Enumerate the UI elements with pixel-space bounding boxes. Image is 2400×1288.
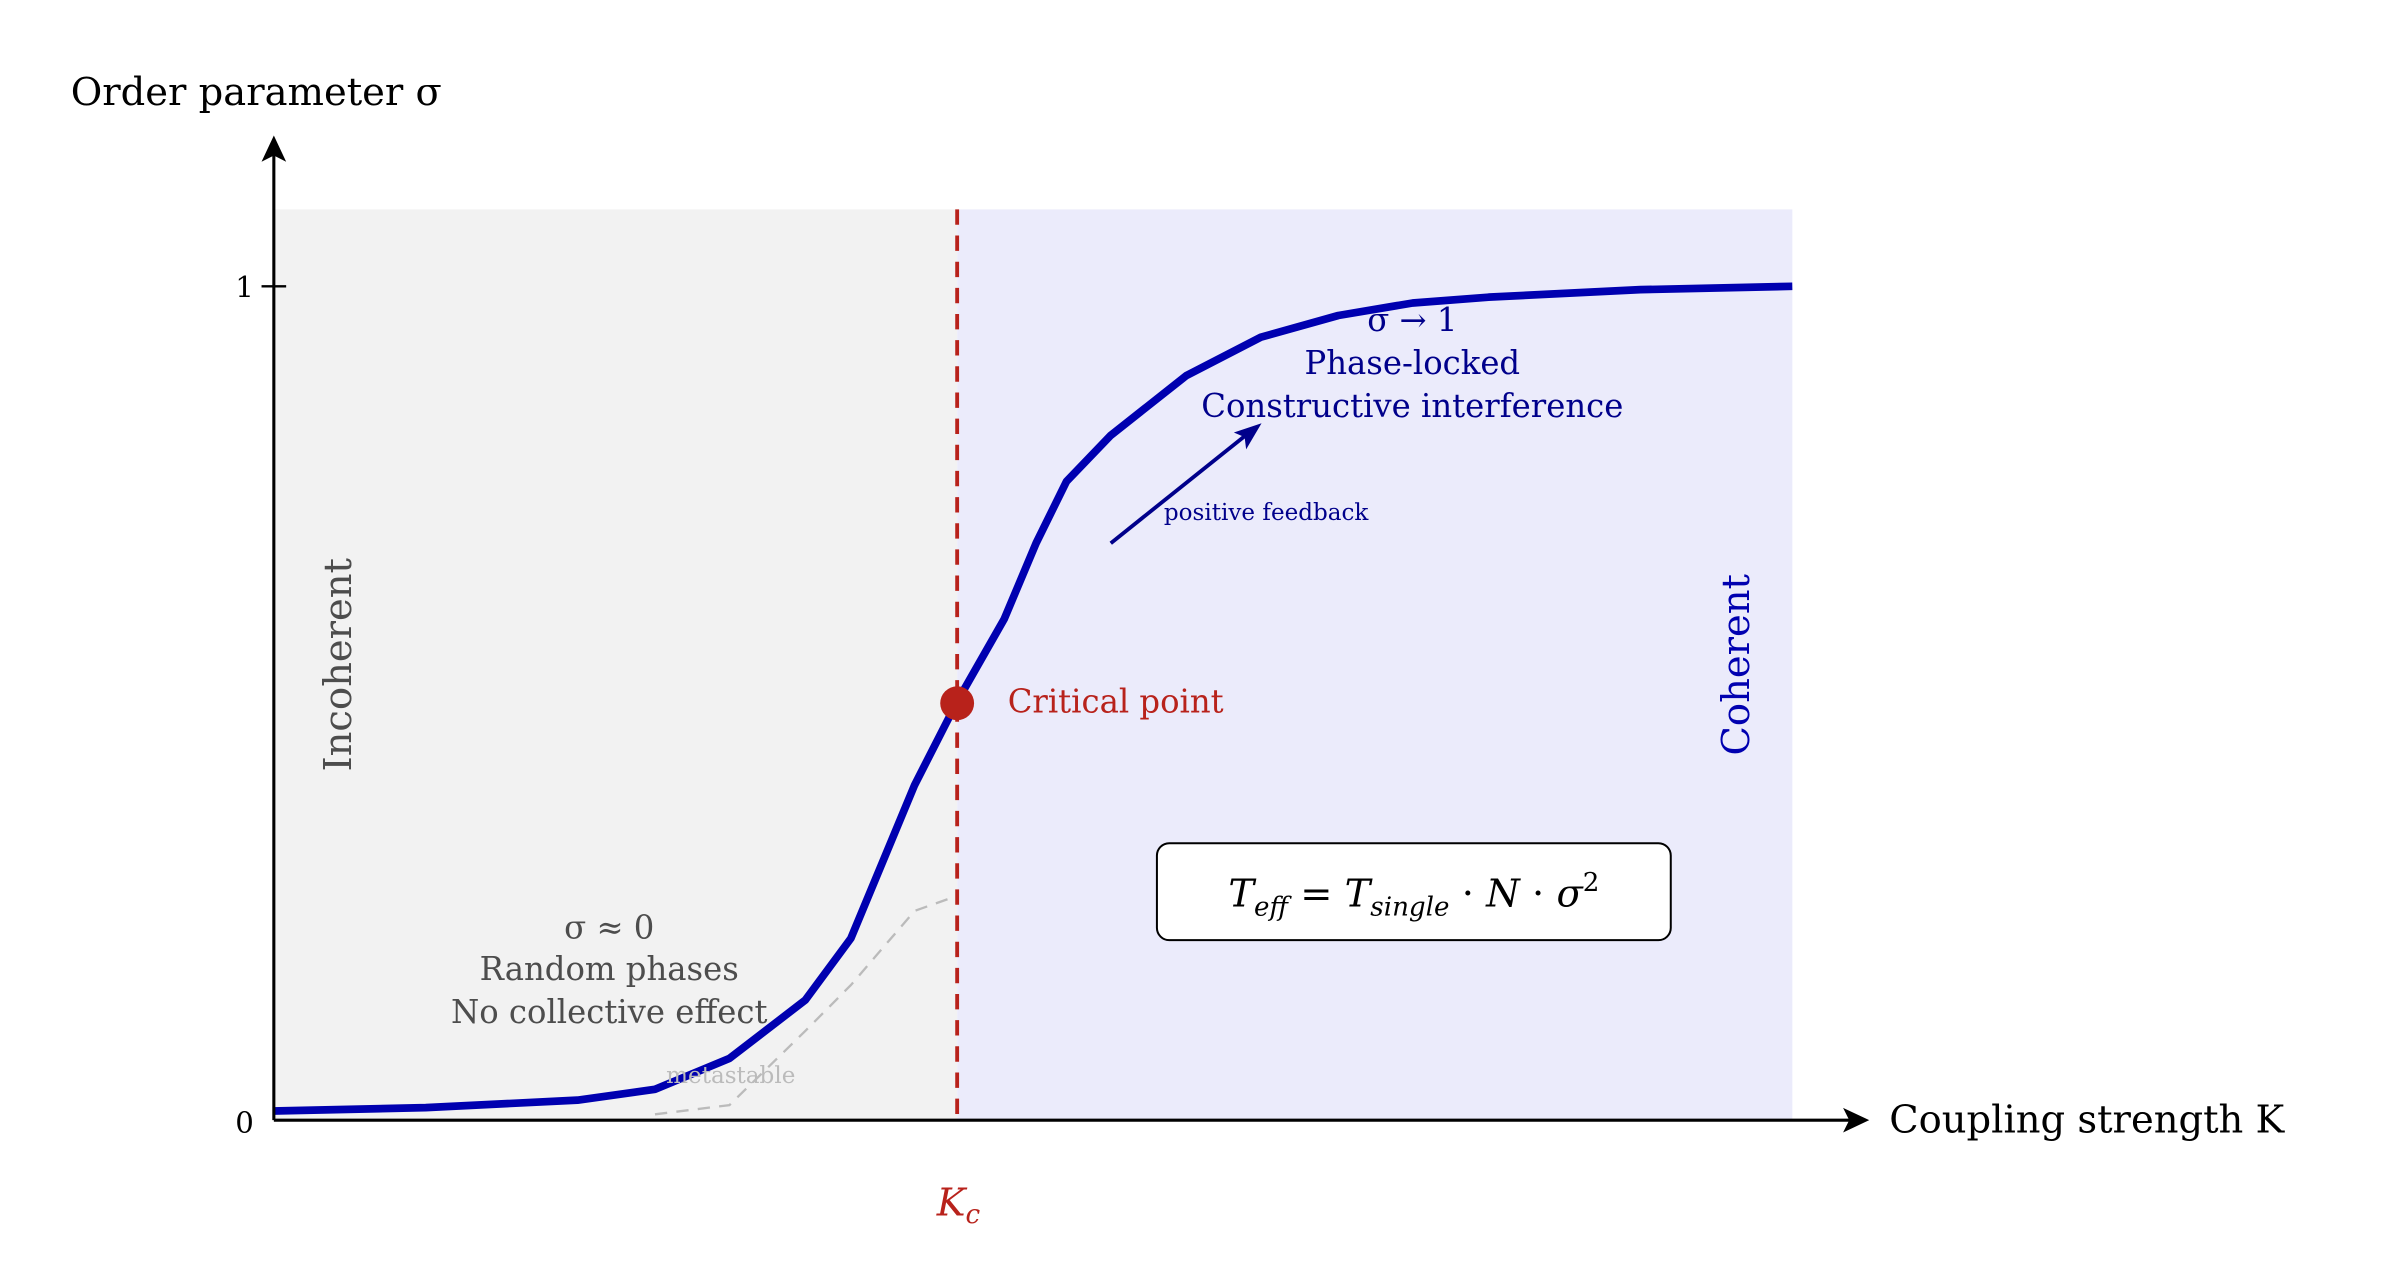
coherent-note-3: Constructive interference <box>1201 387 1623 425</box>
formula-box <box>1155 842 1672 942</box>
metastable-line <box>654 894 958 1116</box>
order-parameter-line <box>273 282 1793 1115</box>
critical-point-label: Critical point <box>1008 682 1224 720</box>
y-axis-label: Order parameter σ <box>71 70 442 115</box>
feedback-arrow <box>1109 430 1251 545</box>
ytick-label-0: 0 <box>235 1105 254 1139</box>
coherent-note-1: σ → 1 <box>1367 301 1457 339</box>
feedback-arrowhead <box>1233 423 1262 450</box>
y-axis-arrow <box>261 135 287 162</box>
critical-point-marker <box>940 686 975 721</box>
incoherent-note-2: Random phases <box>480 950 739 988</box>
feedback-label: positive feedback <box>1164 500 1370 526</box>
incoherent-region <box>273 209 958 1121</box>
incoherent-note-1: σ ≈ 0 <box>564 909 654 947</box>
x-axis-arrow <box>1843 1107 1870 1133</box>
metastable-label: metastable <box>666 1063 795 1089</box>
x-axis-label: Coupling strength K <box>1889 1097 2285 1142</box>
kc-label: Kc <box>936 1181 981 1231</box>
coherent-region <box>957 209 1793 1121</box>
incoherent-note-3: No collective effect <box>451 993 768 1031</box>
coherent-label: Coherent <box>1714 573 1759 755</box>
ytick-label-1: 1 <box>235 270 254 304</box>
coherent-note-2: Phase-locked <box>1305 344 1521 382</box>
incoherent-label: Incoherent <box>316 557 361 771</box>
